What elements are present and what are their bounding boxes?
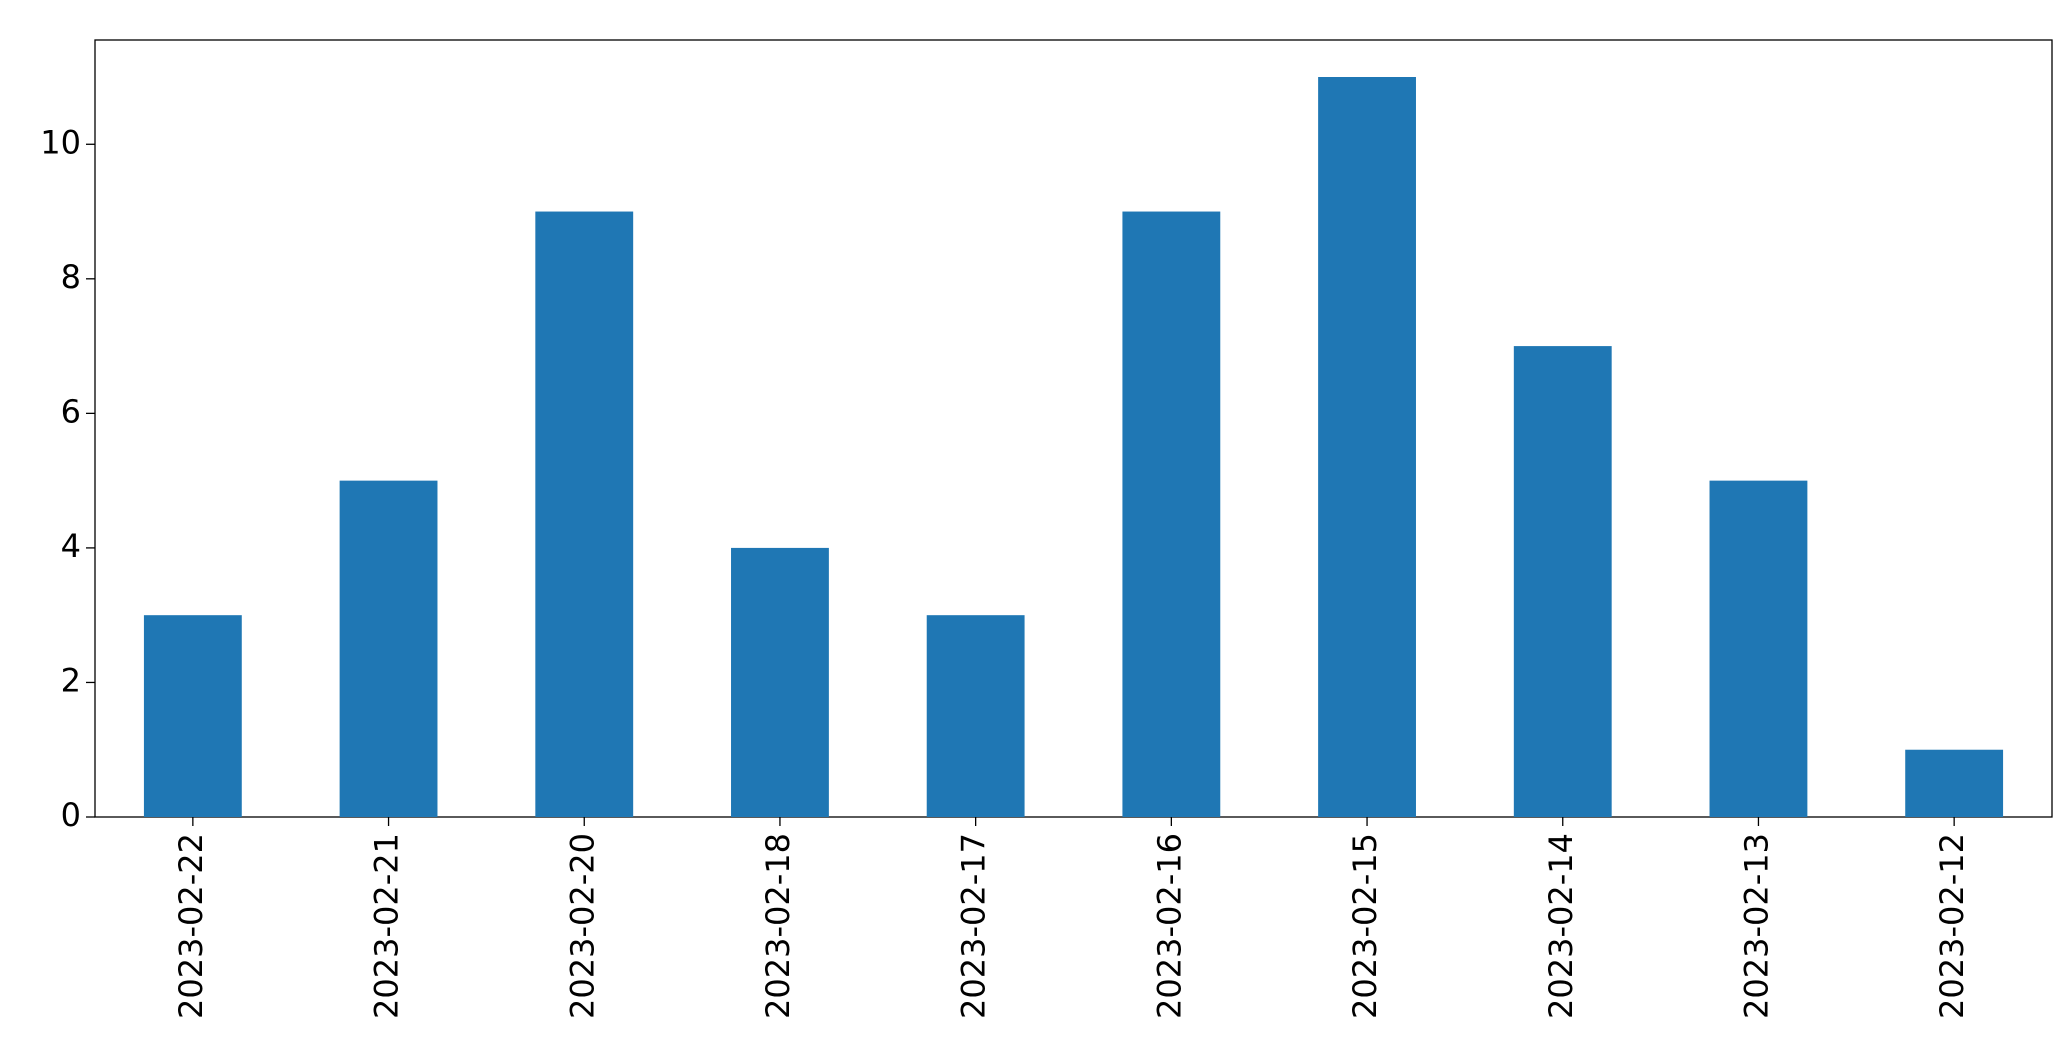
bar: [535, 211, 634, 817]
y-tick-label: 2: [61, 661, 81, 699]
bar: [1318, 77, 1416, 817]
bar: [339, 480, 438, 817]
bar: [1709, 480, 1808, 817]
plot-frame: [94, 39, 2053, 818]
bar: [1513, 346, 1612, 817]
bar: [731, 547, 829, 817]
y-tick-label: 6: [61, 392, 81, 430]
y-tick-label: 8: [61, 258, 81, 296]
x-tick-label: 2023-02-12: [1933, 833, 1971, 1019]
x-tick-label: 2023-02-20: [563, 833, 601, 1019]
x-tick-label: 2023-02-21: [368, 833, 406, 1019]
bar: [1122, 211, 1221, 817]
x-tick-label: 2023-02-14: [1542, 833, 1580, 1019]
x-tick-label: 2023-02-13: [1737, 833, 1775, 1019]
x-tick-label: 2023-02-18: [759, 833, 797, 1019]
y-tick-label: 10: [40, 123, 81, 161]
x-tick-label: 2023-02-15: [1346, 833, 1384, 1019]
y-tick-label: 0: [61, 796, 81, 834]
x-tick-label: 2023-02-16: [1150, 833, 1188, 1019]
bar: [143, 615, 242, 817]
x-tick-label: 2023-02-17: [955, 833, 993, 1019]
bar: [926, 615, 1025, 817]
y-tick-label: 4: [61, 527, 81, 565]
x-tick-label: 2023-02-22: [172, 833, 210, 1019]
bar: [1905, 749, 2004, 817]
